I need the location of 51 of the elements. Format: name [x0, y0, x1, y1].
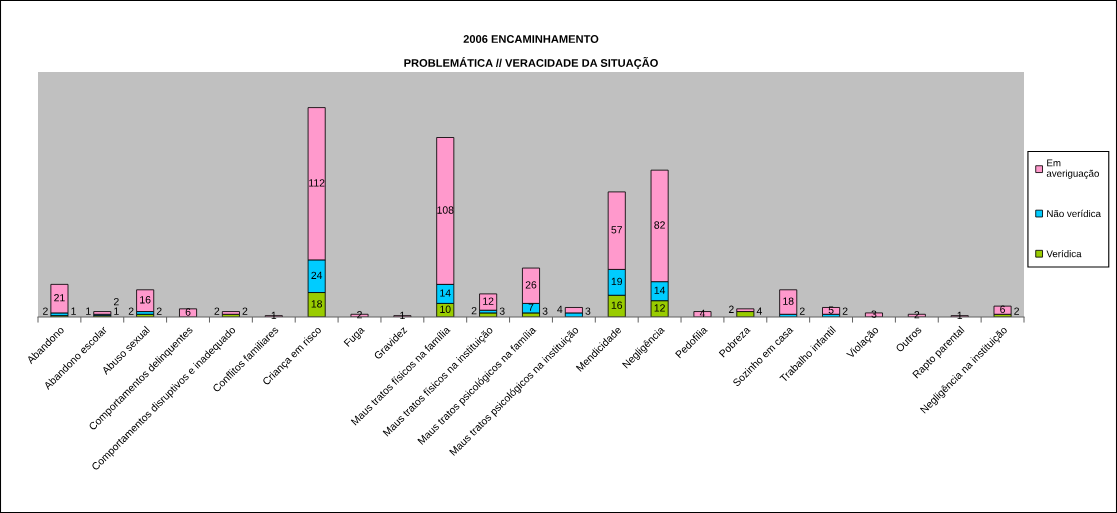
data-label: 12 [483, 297, 494, 305]
data-label: 1 [400, 311, 405, 320]
data-label: 2 [156, 307, 162, 315]
data-label: 4 [699, 309, 706, 317]
data-label: 2 [357, 311, 362, 319]
data-label: 24 [311, 271, 323, 279]
legend-label: Em averiguação [1046, 159, 1099, 179]
data-label: 2 [214, 307, 220, 315]
data-label: 57 [611, 226, 623, 234]
data-label: 4 [756, 307, 762, 315]
data-label: 2 [113, 297, 119, 306]
data-label: 7 [528, 303, 534, 311]
data-label: 2 [1014, 307, 1019, 315]
chart-subtitle: PROBLEMÁTICA // VERACIDADE DA SITUAÇÃO [404, 56, 658, 70]
data-label: 26 [525, 281, 537, 289]
data-label: 6 [185, 308, 191, 316]
data-label: 4 [557, 305, 563, 313]
data-label: 12 [654, 304, 665, 312]
data-label: 3 [542, 307, 548, 315]
data-label: 2 [242, 307, 248, 315]
data-label: 10 [440, 305, 451, 313]
data-label: 18 [783, 297, 794, 305]
legend-label: Não verídica [1047, 209, 1101, 218]
data-label: 3 [499, 307, 505, 315]
data-label: 2 [914, 311, 920, 319]
data-label: 14 [440, 289, 451, 297]
data-label: 1 [271, 311, 277, 320]
data-label: 112 [309, 179, 325, 187]
data-label: 19 [611, 277, 623, 286]
data-label: 18 [311, 300, 322, 308]
data-label: 2 [43, 307, 48, 315]
data-label: 6 [1000, 305, 1005, 313]
data-label: 1 [71, 307, 76, 315]
data-label: 16 [611, 301, 623, 309]
data-label: 21 [54, 294, 65, 302]
data-label: 82 [654, 221, 665, 229]
data-label: 14 [654, 286, 666, 294]
data-label: 2 [799, 307, 805, 315]
data-label: 16 [140, 296, 151, 304]
data-label: 1 [114, 307, 119, 315]
data-label: 3 [871, 310, 877, 318]
data-label: 2 [842, 307, 848, 315]
chart-title: 2006 ENCAMINHAMENTO [463, 35, 599, 43]
data-label: 5 [828, 306, 834, 314]
data-label: 1 [957, 311, 963, 320]
data-label: 2 [728, 305, 734, 313]
data-label: 2 [471, 306, 477, 315]
data-label: 1 [86, 307, 91, 315]
legend-label: Verídica [1046, 249, 1082, 258]
data-label: 3 [585, 307, 591, 315]
data-label: 2 [128, 307, 134, 315]
